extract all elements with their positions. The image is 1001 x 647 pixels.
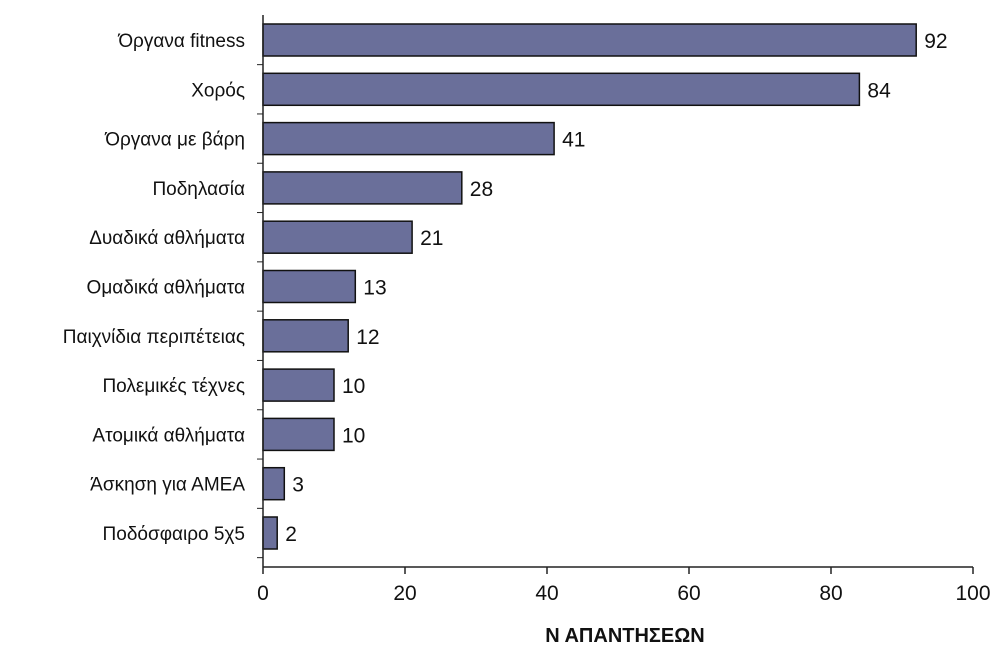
data-label: 13 xyxy=(363,277,386,300)
category-label: Ατομικά αθλήματα xyxy=(92,425,245,446)
category-label: Άσκηση για ΑΜΕΑ xyxy=(90,475,245,496)
x-tick-label: 40 xyxy=(535,582,558,605)
category-label: Ομαδικά αθλήματα xyxy=(87,278,245,299)
data-label: 28 xyxy=(470,178,493,201)
x-tick-label: 20 xyxy=(393,582,416,605)
x-axis-title: Ν ΑΠΑΝΤΗΣΕΩΝ xyxy=(545,625,705,647)
bar xyxy=(262,319,349,353)
bar xyxy=(262,417,335,452)
category-label: Ποδόσφαιρο 5χ5 xyxy=(103,524,245,545)
bar xyxy=(262,23,917,57)
data-label: 10 xyxy=(342,375,365,398)
x-tick-label: 0 xyxy=(257,582,269,605)
category-label: Δυαδικά αθλήματα xyxy=(89,228,245,249)
category-label: Όργανα fitness xyxy=(117,31,245,52)
category-label: Χορός xyxy=(191,80,245,101)
x-tick-label: 80 xyxy=(819,582,842,605)
data-label: 2 xyxy=(285,523,297,546)
x-tick-label: 100 xyxy=(955,582,990,605)
bars-layer xyxy=(262,23,917,550)
bar xyxy=(262,269,357,304)
data-label: 3 xyxy=(292,474,304,497)
data-label: 41 xyxy=(562,129,585,152)
category-label: Πολεμικές τέχνες xyxy=(102,376,245,397)
axes-layer: Όργανα fitness 92 Χορός 84 Όργανα με βάρη 41 Π… xyxy=(63,15,991,605)
x-tick-label: 60 xyxy=(677,582,700,605)
data-label: 10 xyxy=(342,424,365,447)
bar xyxy=(262,220,413,254)
bar xyxy=(262,466,286,501)
category-label: Ποδηλασία xyxy=(152,179,245,200)
category-label: Όργανα με βάρη xyxy=(104,130,245,151)
bar xyxy=(262,72,861,107)
category-label: Παιχνίδια περιπέτειας xyxy=(63,327,245,348)
bar xyxy=(262,121,555,156)
data-label: 21 xyxy=(420,227,443,250)
data-label: 12 xyxy=(356,326,379,349)
bar xyxy=(262,516,278,550)
data-label: 84 xyxy=(867,79,891,102)
bar xyxy=(262,171,463,205)
bar xyxy=(262,368,335,402)
data-label: 92 xyxy=(924,30,947,53)
